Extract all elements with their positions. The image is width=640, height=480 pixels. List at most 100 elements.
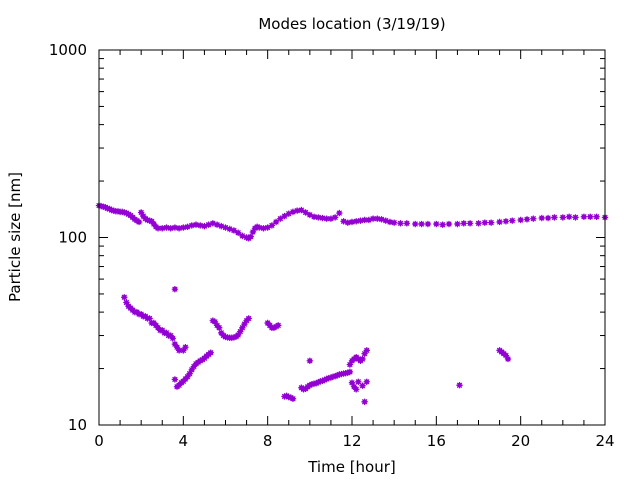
data-point [234, 331, 242, 339]
data-point [523, 216, 531, 223]
data-point [593, 213, 600, 220]
data-point [135, 218, 143, 226]
data-point [551, 214, 558, 221]
data-point [496, 218, 503, 226]
data-point [211, 318, 219, 326]
data-point [247, 233, 254, 240]
data-point [336, 209, 343, 217]
data-point [439, 221, 446, 228]
data-point [424, 220, 432, 228]
data-point [331, 214, 339, 221]
data-point [355, 378, 362, 385]
data-point [171, 376, 179, 383]
y-axis-label: Particle size [nm] [6, 172, 24, 302]
chart-title: Modes location (3/19/19) [258, 15, 445, 33]
data-point [433, 220, 440, 228]
data-point [481, 219, 489, 226]
axis-tick-labels: 0 4 8 12 16 20 24 10 100 1000 [49, 41, 615, 450]
data-point [186, 370, 193, 377]
data-point [241, 320, 248, 328]
data-point [306, 357, 314, 364]
y-tick-label: 100 [58, 229, 87, 247]
data-point [412, 220, 419, 228]
data-point [281, 212, 288, 220]
data-point [207, 349, 214, 356]
data-point [538, 214, 545, 222]
data-point [346, 368, 354, 376]
data-point [272, 218, 280, 226]
data-point [289, 395, 297, 402]
data-point [182, 343, 189, 351]
data-point [302, 209, 309, 216]
data-point [188, 366, 195, 373]
data-point [346, 361, 354, 368]
data-point [285, 210, 292, 217]
y-tick-label: 10 [68, 416, 87, 434]
data-point [361, 398, 368, 405]
data-point [544, 214, 552, 222]
data-point [587, 213, 594, 220]
x-tick-label: 24 [595, 432, 614, 450]
data-point [361, 350, 368, 357]
data-point [530, 215, 537, 222]
data-point [460, 220, 467, 227]
data-point [509, 217, 516, 224]
data-point [565, 213, 573, 220]
x-tick-label: 16 [427, 432, 446, 450]
data-point [517, 216, 524, 224]
x-tick-label: 12 [342, 432, 361, 450]
data-point [502, 218, 510, 225]
data-point [275, 322, 282, 329]
data-point [268, 222, 276, 229]
data-point [361, 216, 368, 224]
x-tick-label: 20 [511, 432, 530, 450]
data-point [445, 220, 453, 228]
data-point [237, 328, 244, 335]
data-point [369, 215, 377, 222]
data-point [245, 315, 252, 322]
data-point [456, 382, 463, 389]
x-tick-label: 8 [263, 432, 273, 450]
data-point [359, 382, 366, 389]
plot-frame [98, 49, 606, 426]
data-point [234, 229, 242, 236]
data-point [418, 220, 425, 228]
data-point [171, 285, 179, 293]
x-tick-label: 0 [94, 432, 104, 450]
data-point [363, 347, 370, 354]
data-point [137, 209, 145, 216]
data-point [403, 220, 411, 227]
data-point [487, 219, 495, 226]
data-point [390, 219, 398, 226]
y-tick-label: 1000 [49, 41, 87, 59]
data-point [559, 214, 567, 221]
data-point [323, 215, 330, 222]
data-point [454, 220, 461, 228]
data-point [249, 228, 257, 236]
data-points [95, 202, 609, 405]
data-point [504, 355, 512, 363]
data-point [466, 220, 474, 227]
data-point [239, 324, 246, 331]
data-point [175, 347, 183, 354]
data-point [146, 315, 153, 322]
data-point [123, 299, 130, 306]
data-point [572, 214, 579, 221]
data-point [397, 220, 404, 227]
data-point [363, 378, 370, 385]
data-point [277, 215, 284, 222]
data-point [215, 324, 223, 331]
data-point [475, 220, 482, 227]
data-point [502, 352, 510, 359]
data-point [154, 225, 162, 232]
data-point [121, 294, 128, 301]
data-point [353, 386, 360, 393]
data-point [306, 211, 314, 219]
data-point [348, 379, 356, 386]
data-point [359, 355, 366, 363]
x-axis-label: Time [hour] [307, 458, 396, 476]
data-point [230, 227, 238, 234]
axis-ticks [98, 49, 606, 426]
data-point [298, 206, 305, 214]
